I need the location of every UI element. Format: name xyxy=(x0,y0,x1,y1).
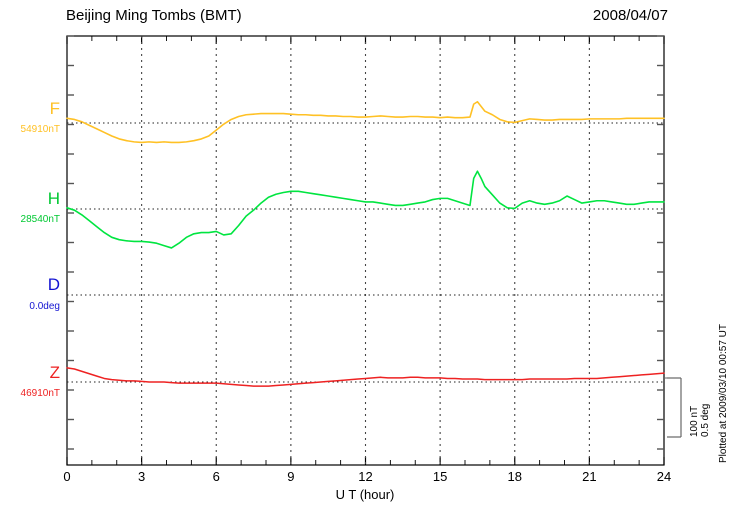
x-axis-title: U T (hour) xyxy=(335,487,395,502)
scale-caption-deg: 0.5 deg xyxy=(699,403,711,437)
component-label-z: Z xyxy=(49,363,60,382)
observation-date: 2008/04/07 xyxy=(592,7,668,24)
x-tick-label-18: 18 xyxy=(507,469,522,484)
scale-bar-caption: 100 nT 0.5 deg xyxy=(689,403,711,437)
x-tick-label-21: 21 xyxy=(582,469,597,484)
plot-gridlines xyxy=(141,36,590,465)
scale-caption-nt: 100 nT xyxy=(689,405,700,437)
x-tick-label-15: 15 xyxy=(432,469,448,484)
component-baseline-f: 54910nT xyxy=(20,124,60,135)
plotted-at-caption: Plotted at 2009/03/10 00:57 UT xyxy=(718,324,729,463)
scale-bar xyxy=(664,377,682,438)
page-title: Beijing Ming Tombs (BMT) xyxy=(66,7,242,24)
x-tick-label-24: 24 xyxy=(656,469,672,484)
component-label-d: D xyxy=(47,275,60,294)
component-baseline-h: 28540nT xyxy=(20,214,60,225)
x-tick-label-0: 0 xyxy=(63,469,71,484)
x-tick-label-6: 6 xyxy=(212,469,220,484)
component-baseline-z: 46910nT xyxy=(20,388,60,399)
component-baseline-d: 0.0deg xyxy=(29,301,60,312)
trace-group xyxy=(66,100,665,387)
x-tick-label-3: 3 xyxy=(138,469,146,484)
x-tick-label-12: 12 xyxy=(358,469,373,484)
component-label-f: F xyxy=(49,99,60,118)
component-label-h: H xyxy=(47,189,60,208)
x-tick-label-9: 9 xyxy=(287,469,295,484)
plot-frame xyxy=(66,35,665,466)
